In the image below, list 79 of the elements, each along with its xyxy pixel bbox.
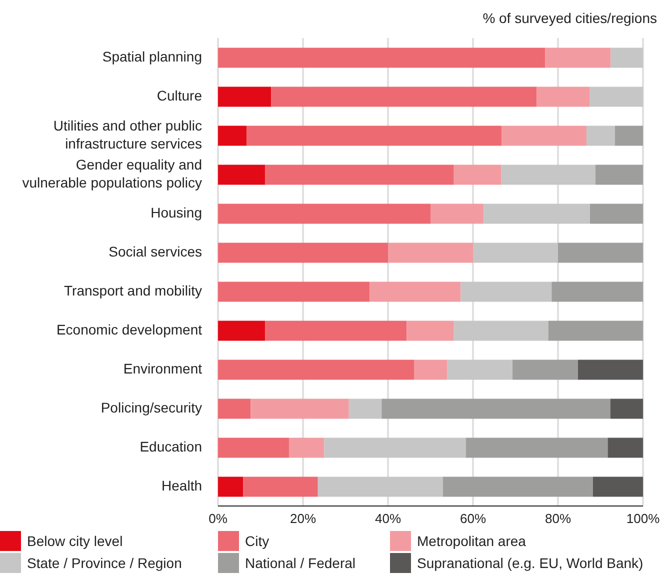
bar [536, 86, 590, 107]
bar [501, 126, 586, 146]
bar [473, 242, 558, 263]
legend-label: National / Federal [245, 555, 356, 571]
bar [348, 398, 382, 419]
x-tick-label: 20% [290, 511, 316, 526]
bar [388, 242, 473, 263]
bar [265, 164, 454, 185]
legend-label: Metropolitan area [417, 533, 526, 549]
bar [218, 320, 266, 341]
legend-label: State / Province / Region [27, 555, 182, 571]
bar [218, 86, 272, 107]
bar [454, 320, 548, 341]
bar [265, 320, 407, 341]
bar [218, 242, 388, 263]
bar [218, 476, 244, 497]
y-tick-label: Transport and mobility [64, 282, 202, 298]
bar [218, 126, 246, 146]
bar [614, 126, 643, 146]
y-tick-label: Economic development [56, 321, 202, 338]
bar [318, 476, 443, 497]
bar [218, 438, 289, 458]
bar [447, 360, 513, 380]
legend-label: Supranational (e.g. EU, World Bank) [417, 555, 644, 571]
y-tick-label: Environment [123, 360, 202, 376]
y-tick-label: Culture [156, 87, 202, 104]
bar [218, 360, 414, 380]
bar [414, 360, 448, 380]
bar [558, 242, 643, 263]
y-tick-label: Spatial planning [102, 48, 202, 64]
bar [218, 204, 430, 224]
bar [548, 320, 643, 341]
y-tick-label: Utilities and other public infrastructure services [53, 117, 202, 152]
bar [466, 438, 608, 458]
y-tick-label: Housing [150, 204, 202, 220]
y-tick-label: Social services [108, 243, 202, 260]
x-tick-label: 0% [208, 511, 228, 526]
bar [243, 476, 318, 497]
bar [442, 476, 593, 497]
bar [610, 48, 643, 68]
bar [218, 398, 251, 419]
bar [406, 320, 454, 341]
bar [218, 48, 546, 68]
bar [501, 164, 596, 185]
bar [590, 204, 643, 224]
legend-label: City [245, 533, 270, 549]
bar [246, 126, 502, 146]
bar [586, 126, 615, 146]
x-tick-label: 60% [460, 511, 486, 526]
bar [595, 164, 643, 185]
bar [271, 86, 537, 107]
legend-label: Below city level [27, 533, 123, 549]
bar [250, 398, 349, 419]
bar [324, 438, 466, 458]
bar [454, 164, 502, 185]
bar [218, 164, 266, 185]
y-tick-label: Gender equality and vulnerable populations policy [22, 156, 202, 190]
bar [578, 360, 643, 380]
bar [288, 438, 324, 458]
bar [590, 86, 643, 107]
bar [370, 282, 461, 302]
bar [382, 398, 610, 419]
y-tick-label: Policing/security [100, 399, 202, 416]
x-tick-label: 80% [544, 511, 572, 526]
bar [608, 438, 643, 458]
y-tick-label: Health [162, 477, 202, 494]
bar [610, 398, 643, 419]
bar [545, 48, 611, 68]
text: % of surveyed cities/regions [482, 10, 657, 26]
bar [552, 282, 643, 302]
bar [218, 282, 370, 302]
bar [512, 360, 578, 380]
bar [430, 204, 484, 224]
bar [460, 282, 552, 302]
bar [592, 476, 643, 497]
y-tick-label: Education [140, 438, 202, 454]
x-tick-label: 100% [626, 511, 660, 526]
bar [484, 204, 590, 224]
x-tick-label: 40% [374, 511, 402, 526]
